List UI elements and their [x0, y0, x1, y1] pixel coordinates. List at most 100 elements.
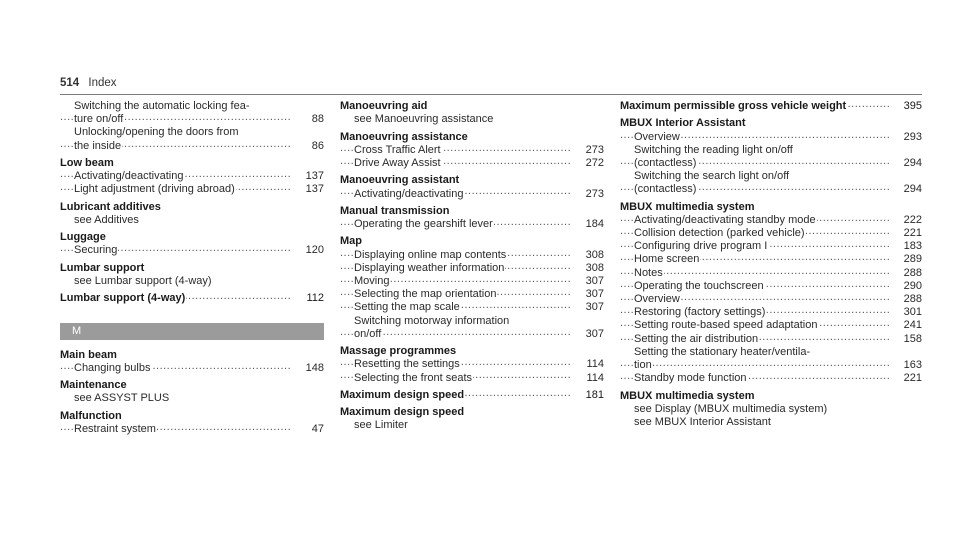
index-heading: Maximum permissible gross vehicle weight… [620, 100, 922, 114]
index-heading: Lumbar support (4-way) 112 [60, 292, 324, 306]
index-subentry: see MBUX Interior Assistant [620, 415, 922, 429]
entry-text: (contactless) [634, 156, 698, 169]
entry-text: Lumbar support [60, 261, 146, 274]
entry-text: MBUX multimedia system [620, 389, 756, 402]
index-subentry: Setting the map scale 307 [340, 301, 604, 315]
entry-text: Resetting the settings [354, 358, 461, 371]
index-heading: MBUX multimedia system [620, 389, 922, 403]
index-subentry: see Display (MBUX multimedia system) [620, 402, 922, 416]
index-group-m: Main beamChanging bulbs 148 Maintenancesee… [60, 348, 324, 437]
index-subentry: Setting route-based speed adaptation 241 [620, 319, 922, 333]
page-ref: 148 [294, 361, 324, 375]
index-subentry: the inside 86 [60, 139, 324, 153]
index-heading: Main beam [60, 348, 324, 362]
entry-text: Light adjustment (driving abroad) [74, 183, 236, 196]
entry-text: Securing [74, 244, 119, 257]
page-ref: 184 [574, 218, 604, 232]
index-subentry: Restoring (factory settings) 301 [620, 306, 922, 320]
index-heading: Maximum design speed [340, 406, 604, 419]
index-subentry: Overview 288 [620, 293, 922, 307]
index-column-3: Maximum permissible gross vehicle weight… [620, 100, 922, 429]
page-header: 514 Index [60, 77, 117, 89]
entry-text: Activating/deactivating [74, 170, 185, 183]
entry-text: Notes [634, 266, 664, 279]
entry-text: Switching the search light on/off [634, 170, 791, 183]
entry-text: Moving [354, 275, 391, 287]
page-ref: 137 [294, 183, 324, 197]
index-heading: Lubricant additives [60, 200, 324, 214]
entry-text: Lumbar support (4-way) [60, 292, 187, 305]
page-ref: 293 [892, 130, 922, 144]
page-ref: 308 [574, 261, 604, 276]
index-subentry: see Manoeuvring assistance [340, 113, 604, 126]
page-ref: 294 [892, 156, 922, 171]
entry-text: Maximum permissible gross vehicle weight [620, 100, 848, 112]
page-ref: 241 [892, 319, 922, 333]
entry-text: Overview [634, 130, 681, 143]
entry-text: the inside [74, 139, 123, 152]
entry-text: Setting route-based speed adaptation [634, 319, 819, 332]
page-ref: 221 [892, 227, 922, 241]
index-subentry: Moving 307 [340, 275, 604, 289]
page-ref: 114 [574, 358, 604, 372]
entry-text: Maximum design speed [340, 406, 466, 419]
index-heading: MBUX multimedia system [620, 200, 922, 214]
page-ref: 273 [574, 143, 604, 157]
entry-text: MBUX Interior Assistant [620, 117, 747, 130]
index-heading: Luggage [60, 231, 324, 244]
entry-text: see Manoeuvring assistance [354, 113, 495, 126]
page-ref: 308 [574, 248, 604, 262]
index-subentry: tion 163 [620, 357, 922, 373]
index-subentry: Unlocking/opening the doors from [60, 126, 324, 139]
index-heading: Lumbar support [60, 261, 324, 275]
entry-text: Unlocking/opening the doors from [74, 126, 240, 139]
index-subentry: Operating the gearshift lever 184 [340, 218, 604, 232]
entry-text: see Additives [74, 213, 140, 226]
entry-text: Activating/deactivating [354, 187, 465, 200]
index-heading: Low beam [60, 156, 324, 170]
index-heading: Maintenance [60, 379, 324, 392]
index-subentry: Restraint system 47 [60, 422, 324, 437]
page-ref: 395 [892, 100, 922, 114]
index-subentry: Switching the search light on/off [620, 170, 922, 183]
page-ref: 273 [574, 187, 604, 201]
page-ref: 289 [892, 253, 922, 267]
index-subentry: Notes 288 [620, 266, 922, 280]
entry-text: Displaying online map contents [354, 248, 508, 261]
entry-text: Low beam [60, 156, 115, 169]
page-ref: 163 [892, 358, 922, 373]
index-subentry: Home screen 289 [620, 253, 922, 267]
page-ref: 301 [892, 306, 922, 320]
entry-text: see Lumbar support (4-way) [74, 275, 213, 287]
entry-text: Main beam [60, 348, 118, 361]
page-ref: 307 [574, 275, 604, 289]
index-subentry: Activating/deactivating standby mode 222 [620, 213, 922, 228]
index-subentry: Light adjustment (driving abroad) 137 [60, 183, 324, 197]
index-subentry: ture on/off 88 [60, 113, 324, 127]
page-ref: 294 [892, 183, 922, 197]
index-heading: Map [340, 235, 604, 248]
page-ref: 222 [892, 213, 922, 228]
entry-text: Collision detection (parked vehicle) [634, 227, 806, 240]
page-number: 514 [60, 77, 80, 89]
entry-text: Restoring (factory settings) [634, 306, 767, 319]
page-ref: 114 [574, 371, 604, 385]
page-ref: 307 [574, 327, 604, 341]
index-subentry: Setting the stationary heater/ventila- [620, 345, 922, 359]
page-ref: 88 [294, 113, 324, 127]
index-subentry: see Limiter [340, 419, 604, 432]
index-subentry: Resetting the settings 114 [340, 358, 604, 372]
entry-text: Switching the automatic locking fea- [74, 100, 251, 112]
index-subentry: Displaying weather information 308 [340, 261, 604, 276]
index-column-1: Switching the automatic locking fea-ture… [60, 100, 324, 437]
entry-text: Setting the stationary heater/ventila- [634, 345, 812, 358]
section-letter: M [72, 324, 82, 337]
page-ref: 158 [892, 332, 922, 346]
entry-text: Changing bulbs [74, 361, 152, 374]
entry-text: Operating the gearshift lever [354, 218, 494, 231]
page-ref: 290 [892, 279, 922, 294]
index-heading: Manoeuvring assistant [340, 174, 604, 187]
entry-text: Manoeuvring aid [340, 100, 429, 112]
index-subentry: Displaying online map contents 308 [340, 248, 604, 262]
leader-dots [620, 357, 890, 370]
